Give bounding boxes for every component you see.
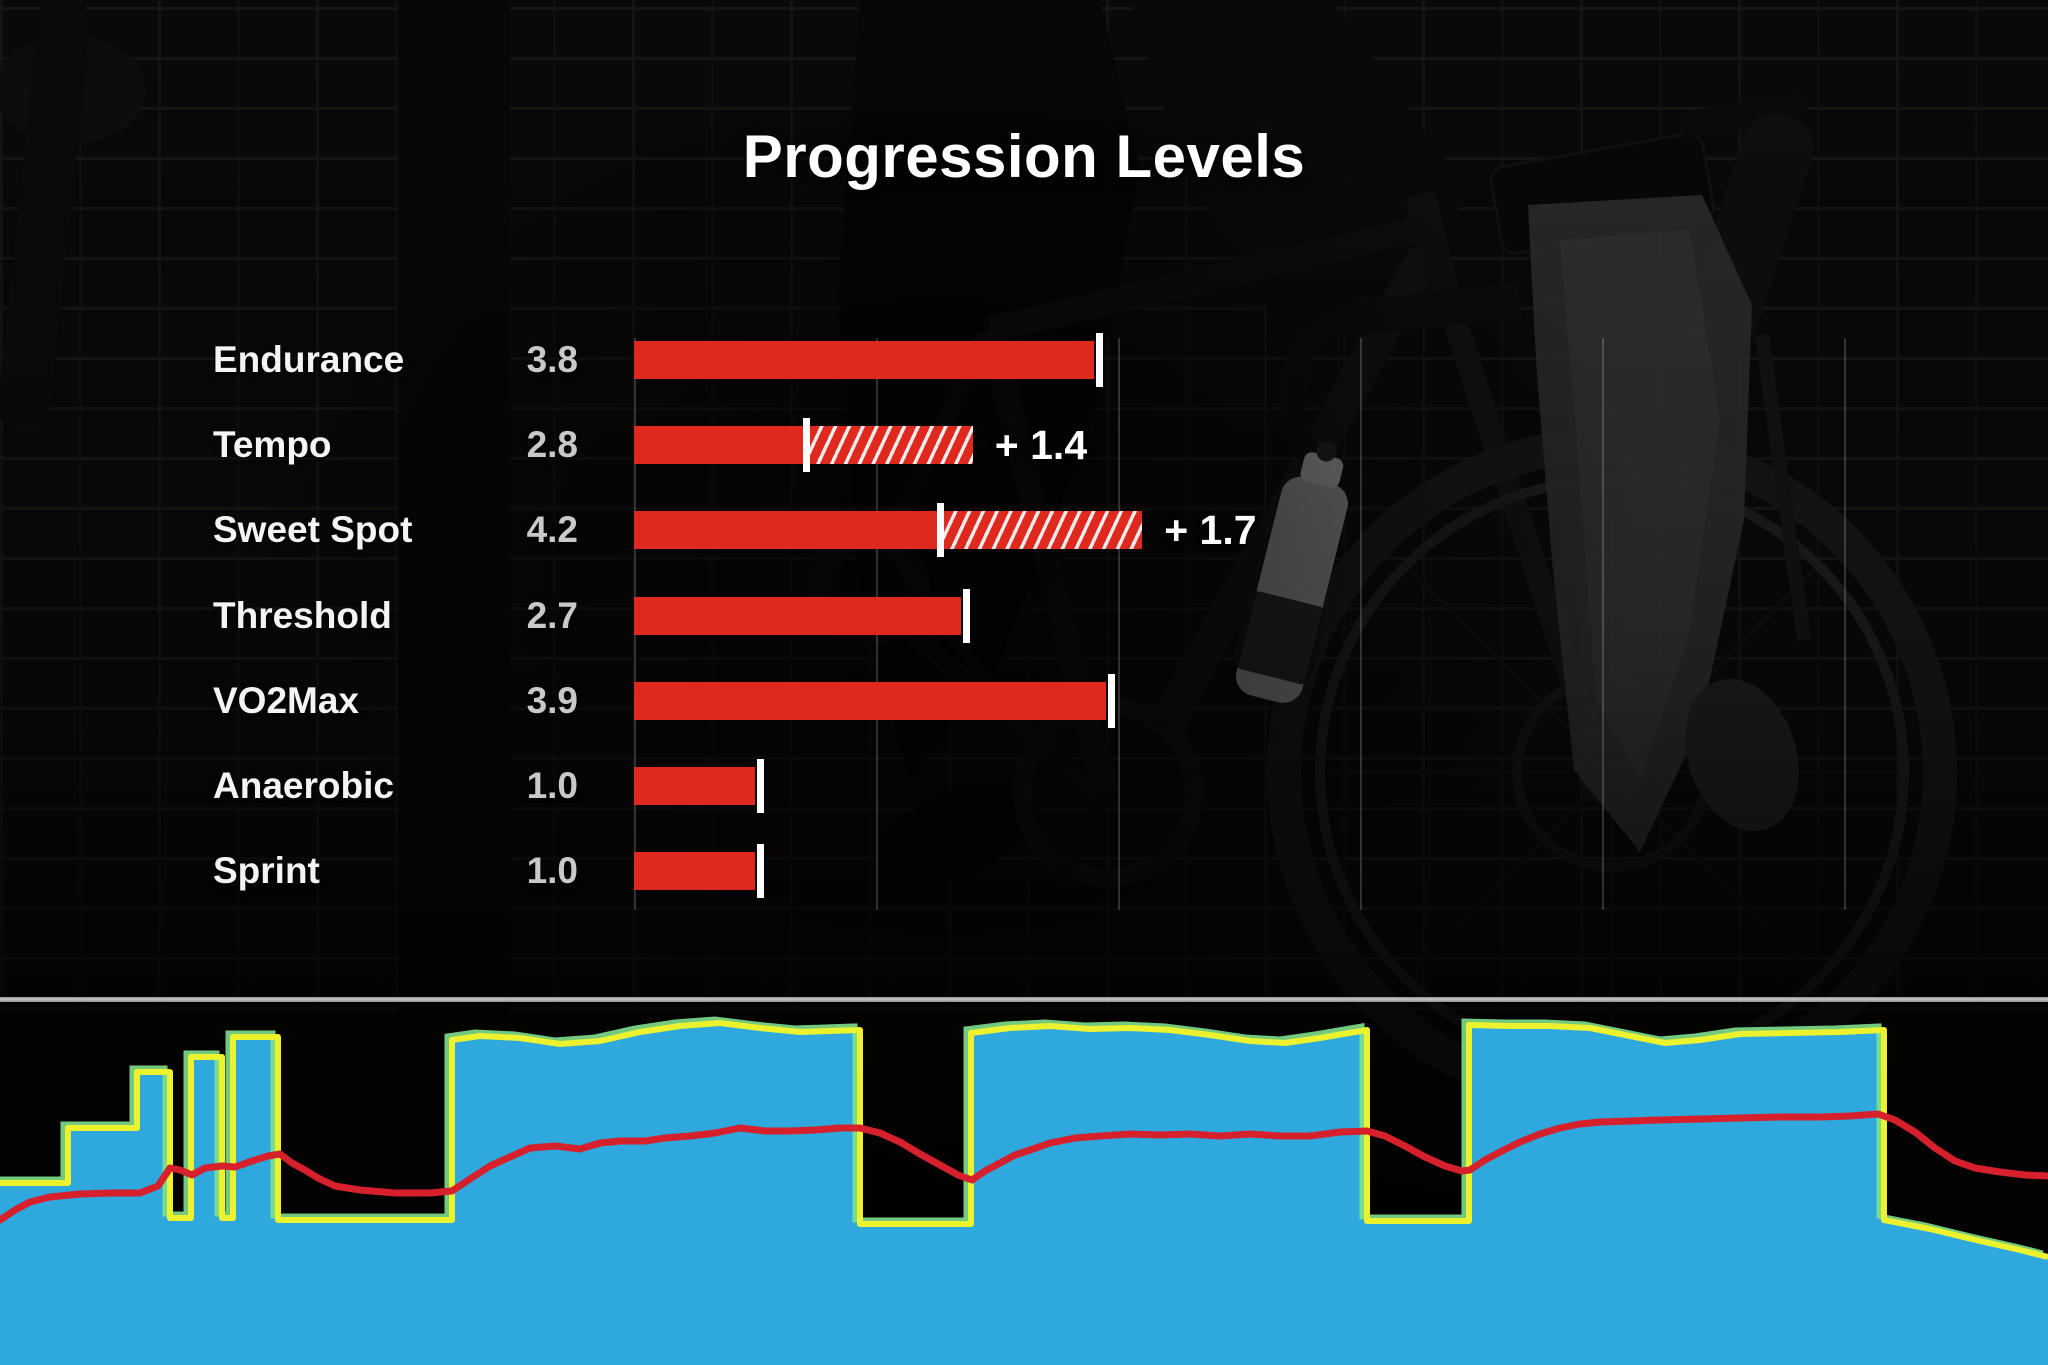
zone-level-value: 3.9 xyxy=(526,679,578,721)
progression-row-vo2max: VO2Max 3.9 xyxy=(0,673,2048,729)
progression-row-sweet-spot: Sweet Spot 4.2 + 1.7 xyxy=(0,502,2048,558)
zone-level-value: 3.8 xyxy=(526,339,578,380)
progression-row-endurance: Endurance 3.8 xyxy=(0,332,2048,388)
zone-label: Tempo xyxy=(213,424,332,466)
level-bar-solid xyxy=(634,766,755,805)
adaptation-gain-label: + 1.4 xyxy=(994,422,1088,469)
level-tick xyxy=(1107,673,1115,728)
zone-label: Sweet Spot xyxy=(213,509,413,551)
level-tick xyxy=(962,588,970,643)
pending-adaptation-bar xyxy=(943,511,1143,550)
adaptation-gain-label: + 1.7 xyxy=(1164,507,1257,554)
zone-level-value: 1.0 xyxy=(526,850,578,892)
level-bar-solid xyxy=(634,341,1094,379)
gridline-8 xyxy=(1602,338,1604,910)
level-bar-solid xyxy=(634,681,1106,720)
level-tick xyxy=(757,844,764,899)
zone-label: Anaerobic xyxy=(213,764,394,806)
gridline-4 xyxy=(1118,338,1120,910)
gridline-10 xyxy=(1844,338,1846,910)
level-bar-solid xyxy=(634,596,961,635)
progression-row-anaerobic: Anaerobic 1.0 xyxy=(0,758,2048,814)
level-bar-solid xyxy=(634,852,755,891)
divider-line xyxy=(0,997,2048,1002)
zone-label: Sprint xyxy=(213,850,320,892)
level-bar-solid xyxy=(634,426,804,465)
progression-row-threshold: Threshold 2.7 xyxy=(0,588,2048,644)
zone-level-value: 2.7 xyxy=(526,594,578,636)
progression-row-sprint: Sprint 1.0 xyxy=(0,843,2048,899)
level-tick xyxy=(936,503,944,558)
pending-adaptation-bar xyxy=(810,426,973,465)
zone-level-value: 2.8 xyxy=(526,424,578,466)
progression-row-tempo: Tempo 2.8 + 1.4 xyxy=(0,417,2048,473)
level-bar-solid xyxy=(634,511,937,550)
zone-label: Endurance xyxy=(213,339,405,380)
zone-level-value: 4.2 xyxy=(526,509,578,551)
zone-label: Threshold xyxy=(213,594,392,636)
level-tick xyxy=(1095,333,1103,387)
page-title: Progression Levels xyxy=(742,123,1306,190)
zone-level-value: 1.0 xyxy=(526,764,578,806)
level-tick xyxy=(757,758,764,813)
gridline-6 xyxy=(1360,338,1362,910)
zone-label: VO2Max xyxy=(213,679,360,721)
level-tick xyxy=(803,418,811,473)
